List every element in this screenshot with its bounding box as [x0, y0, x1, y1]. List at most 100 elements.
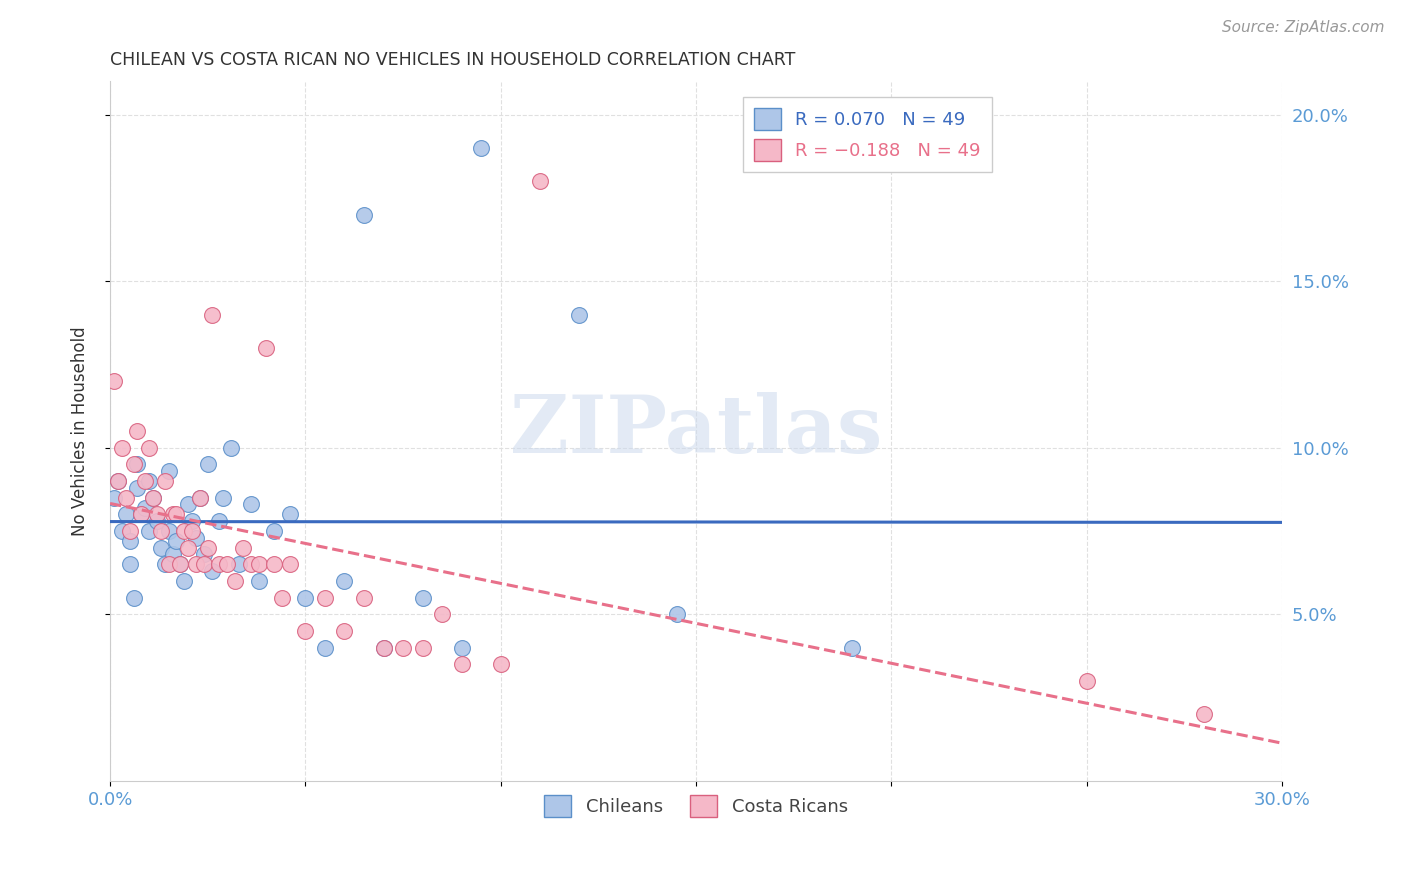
Point: [470, 141, 492, 155]
Point: [188, 491, 211, 505]
Point: [665, 607, 688, 622]
Point: [219, 441, 242, 455]
Point: [278, 508, 301, 522]
Point: [271, 591, 294, 605]
Point: [169, 558, 191, 572]
Point: [103, 491, 125, 505]
Point: [841, 640, 863, 655]
Point: [138, 524, 160, 538]
Point: [1076, 674, 1098, 689]
Point: [107, 474, 129, 488]
Point: [278, 558, 301, 572]
Point: [392, 640, 415, 655]
Point: [166, 508, 188, 522]
Point: [239, 498, 262, 512]
Point: [177, 541, 200, 555]
Point: [201, 564, 224, 578]
Point: [153, 474, 176, 488]
Point: [232, 541, 254, 555]
Point: [149, 541, 172, 555]
Point: [184, 558, 207, 572]
Point: [146, 514, 169, 528]
Point: [142, 491, 165, 505]
Point: [169, 558, 191, 572]
Point: [212, 491, 235, 505]
Point: [208, 558, 231, 572]
Point: [111, 441, 134, 455]
Point: [122, 591, 145, 605]
Point: [247, 558, 270, 572]
Point: [166, 534, 188, 549]
Point: [353, 591, 375, 605]
Point: [114, 508, 136, 522]
Point: [254, 341, 277, 355]
Point: [127, 458, 149, 472]
Point: [157, 558, 180, 572]
Point: [201, 308, 224, 322]
Point: [118, 558, 141, 572]
Point: [177, 498, 200, 512]
Point: [193, 548, 215, 562]
Point: [294, 624, 316, 638]
Point: [197, 541, 219, 555]
Point: [118, 524, 141, 538]
Point: [373, 640, 395, 655]
Point: [127, 424, 149, 438]
Point: [142, 491, 165, 505]
Point: [138, 474, 160, 488]
Point: [153, 558, 176, 572]
Point: [217, 558, 239, 572]
Point: [197, 458, 219, 472]
Point: [162, 508, 184, 522]
Point: [138, 441, 160, 455]
Point: [412, 591, 434, 605]
Point: [118, 534, 141, 549]
Point: [131, 508, 153, 522]
Point: [263, 524, 285, 538]
Point: [188, 491, 211, 505]
Point: [247, 574, 270, 588]
Point: [412, 640, 434, 655]
Point: [333, 574, 356, 588]
Point: [146, 508, 169, 522]
Point: [127, 481, 149, 495]
Point: [314, 640, 336, 655]
Point: [450, 640, 472, 655]
Point: [373, 640, 395, 655]
Point: [314, 591, 336, 605]
Point: [181, 524, 204, 538]
Point: [162, 548, 184, 562]
Point: [294, 591, 316, 605]
Point: [568, 308, 591, 322]
Point: [193, 558, 215, 572]
Point: [157, 524, 180, 538]
Point: [173, 524, 195, 538]
Y-axis label: No Vehicles in Household: No Vehicles in Household: [72, 326, 89, 536]
Point: [103, 374, 125, 388]
Point: [489, 657, 512, 672]
Point: [111, 524, 134, 538]
Point: [529, 174, 551, 188]
Point: [184, 531, 207, 545]
Text: Source: ZipAtlas.com: Source: ZipAtlas.com: [1222, 20, 1385, 35]
Point: [208, 514, 231, 528]
Point: [263, 558, 285, 572]
Point: [157, 464, 180, 478]
Point: [134, 474, 156, 488]
Point: [131, 508, 153, 522]
Point: [173, 574, 195, 588]
Text: CHILEAN VS COSTA RICAN NO VEHICLES IN HOUSEHOLD CORRELATION CHART: CHILEAN VS COSTA RICAN NO VEHICLES IN HO…: [110, 51, 796, 69]
Point: [134, 500, 156, 515]
Point: [224, 574, 246, 588]
Point: [114, 491, 136, 505]
Text: ZIPatlas: ZIPatlas: [510, 392, 882, 470]
Point: [430, 607, 453, 622]
Point: [333, 624, 356, 638]
Point: [122, 458, 145, 472]
Point: [353, 208, 375, 222]
Point: [149, 524, 172, 538]
Point: [239, 558, 262, 572]
Point: [181, 514, 204, 528]
Point: [450, 657, 472, 672]
Legend: Chileans, Costa Ricans: Chileans, Costa Ricans: [537, 788, 855, 824]
